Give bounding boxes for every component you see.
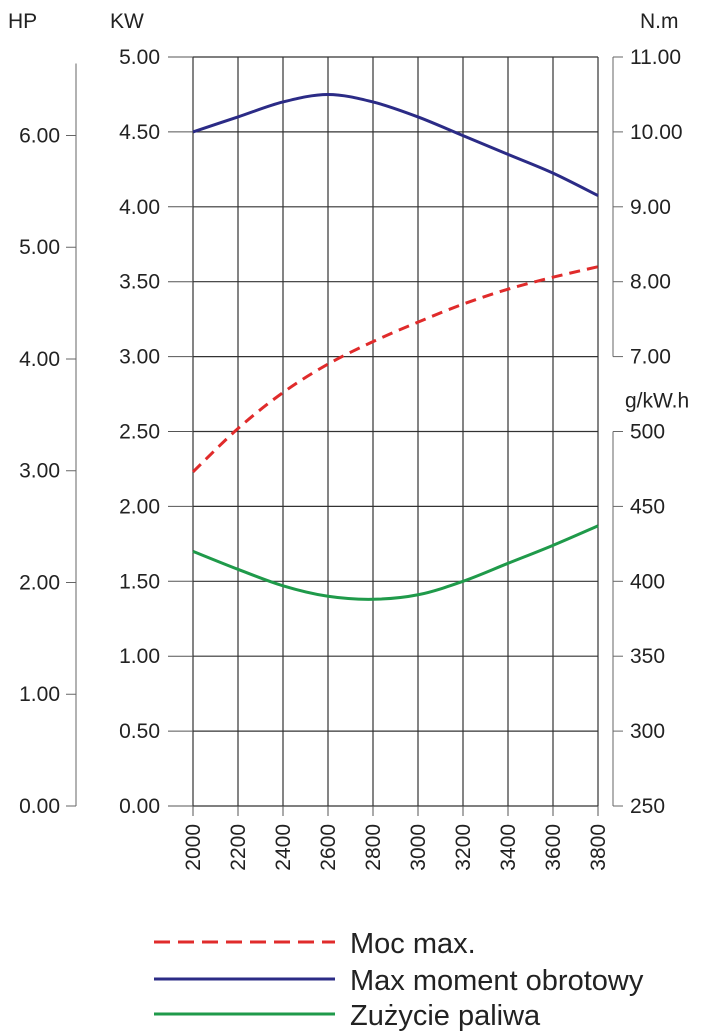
- axes: 2000 2200 2400 2600 2800 3000 3200 3400 3600 3800…: [8, 10, 689, 871]
- x-tick-label: 3000: [407, 824, 430, 871]
- kw-tick-label: 2.00: [119, 495, 160, 518]
- series-line-0: [191, 265, 599, 474]
- kw-tick-label: 0.00: [119, 795, 160, 818]
- kw-tick-label: 5.00: [119, 46, 160, 69]
- legend-label: Max moment obrotowy: [350, 965, 644, 997]
- series-line-1: [192, 92, 599, 197]
- kw-tick-label: 1.00: [119, 645, 160, 668]
- series-lines: [191, 92, 599, 601]
- x-tick-label: 2600: [317, 824, 340, 871]
- kw-axis-unit: KW: [110, 10, 144, 33]
- kw-tick-label: 4.50: [119, 121, 160, 144]
- x-tick-label: 3400: [497, 824, 520, 871]
- grid: [192, 56, 599, 807]
- kw-tick-label: 3.00: [119, 346, 160, 369]
- hp-tick-label: 1.00: [19, 683, 60, 706]
- x-tick-label: 2800: [362, 824, 385, 871]
- hp-tick-label: 2.00: [19, 571, 60, 594]
- kw-tick-label: 0.50: [119, 720, 160, 743]
- hp-tick-label: 5.00: [19, 236, 60, 259]
- nm-tick-label: 9.00: [630, 196, 671, 219]
- legend-label: Moc max.: [350, 928, 476, 960]
- gkwh-tick-label: 300: [630, 720, 665, 743]
- nm-tick-label: 11.00: [630, 46, 681, 69]
- x-tick-label: 2400: [272, 824, 295, 871]
- kw-tick-label: 2.50: [119, 421, 160, 444]
- nm-axis-unit: N.m: [640, 10, 679, 33]
- gkwh-tick-label: 450: [630, 495, 665, 518]
- x-tick-label: 3600: [542, 824, 565, 871]
- nm-tick-label: 7.00: [630, 346, 671, 369]
- gkwh-tick-label: 500: [630, 421, 665, 444]
- series-line-2: [192, 524, 599, 601]
- nm-tick-label: 10.00: [630, 121, 683, 144]
- kw-tick-label: 4.00: [119, 196, 160, 219]
- gkwh-tick-label: 250: [630, 795, 665, 818]
- kw-tick-label: 3.50: [119, 271, 160, 294]
- nm-tick-label: 8.00: [630, 271, 671, 294]
- x-tick-label: 3200: [452, 824, 475, 871]
- legend-label: Zużycie paliwa: [350, 1000, 541, 1032]
- gkwh-tick-label: 400: [630, 570, 665, 593]
- x-tick-label: 2200: [227, 824, 250, 871]
- kw-tick-label: 1.50: [119, 570, 160, 593]
- x-tick-label: 3800: [587, 824, 610, 871]
- hp-tick-label: 3.00: [19, 460, 60, 483]
- hp-axis-unit: HP: [8, 10, 37, 33]
- hp-tick-label: 4.00: [19, 348, 60, 371]
- gkwh-axis-unit: g/kW.h: [625, 390, 689, 413]
- hp-tick-label: 6.00: [19, 124, 60, 147]
- hp-tick-label: 0.00: [19, 795, 60, 818]
- x-tick-label: 2000: [182, 824, 205, 871]
- gkwh-tick-label: 350: [630, 645, 665, 668]
